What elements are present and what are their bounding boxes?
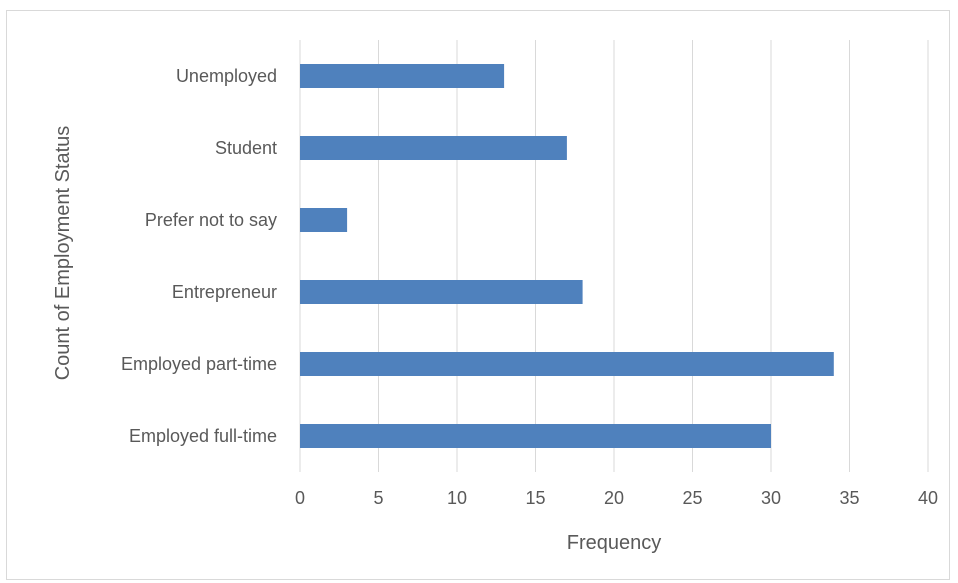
x-tick-label: 30 bbox=[761, 488, 781, 508]
category-label: Entrepreneur bbox=[172, 282, 277, 302]
category-label: Employed full-time bbox=[129, 426, 277, 446]
x-tick-label: 10 bbox=[447, 488, 467, 508]
bar bbox=[300, 136, 567, 160]
category-label: Student bbox=[215, 138, 277, 158]
x-tick-label: 20 bbox=[604, 488, 624, 508]
x-tick-label: 25 bbox=[682, 488, 702, 508]
x-tick-labels: 0 5 10 15 20 25 30 35 40 bbox=[295, 488, 938, 508]
bar bbox=[300, 352, 834, 376]
category-labels: Employed full-time Employed part-time Entr… bbox=[121, 66, 277, 446]
bar bbox=[300, 64, 505, 88]
bars bbox=[300, 64, 834, 448]
gridlines bbox=[299, 40, 929, 472]
x-tick-label: 5 bbox=[373, 488, 383, 508]
category-label: Unemployed bbox=[176, 66, 277, 86]
x-axis-title: Frequency bbox=[567, 532, 662, 554]
x-tick-label: 15 bbox=[525, 488, 545, 508]
category-label: Prefer not to say bbox=[145, 210, 277, 230]
category-label: Employed part-time bbox=[121, 354, 277, 374]
bar bbox=[300, 424, 771, 448]
y-axis-title: Count of Employment Status bbox=[52, 126, 74, 381]
x-tick-label: 0 bbox=[295, 488, 305, 508]
bar bbox=[300, 280, 583, 304]
x-tick-label: 35 bbox=[839, 488, 859, 508]
bar bbox=[300, 208, 348, 232]
x-tick-label: 40 bbox=[918, 488, 938, 508]
